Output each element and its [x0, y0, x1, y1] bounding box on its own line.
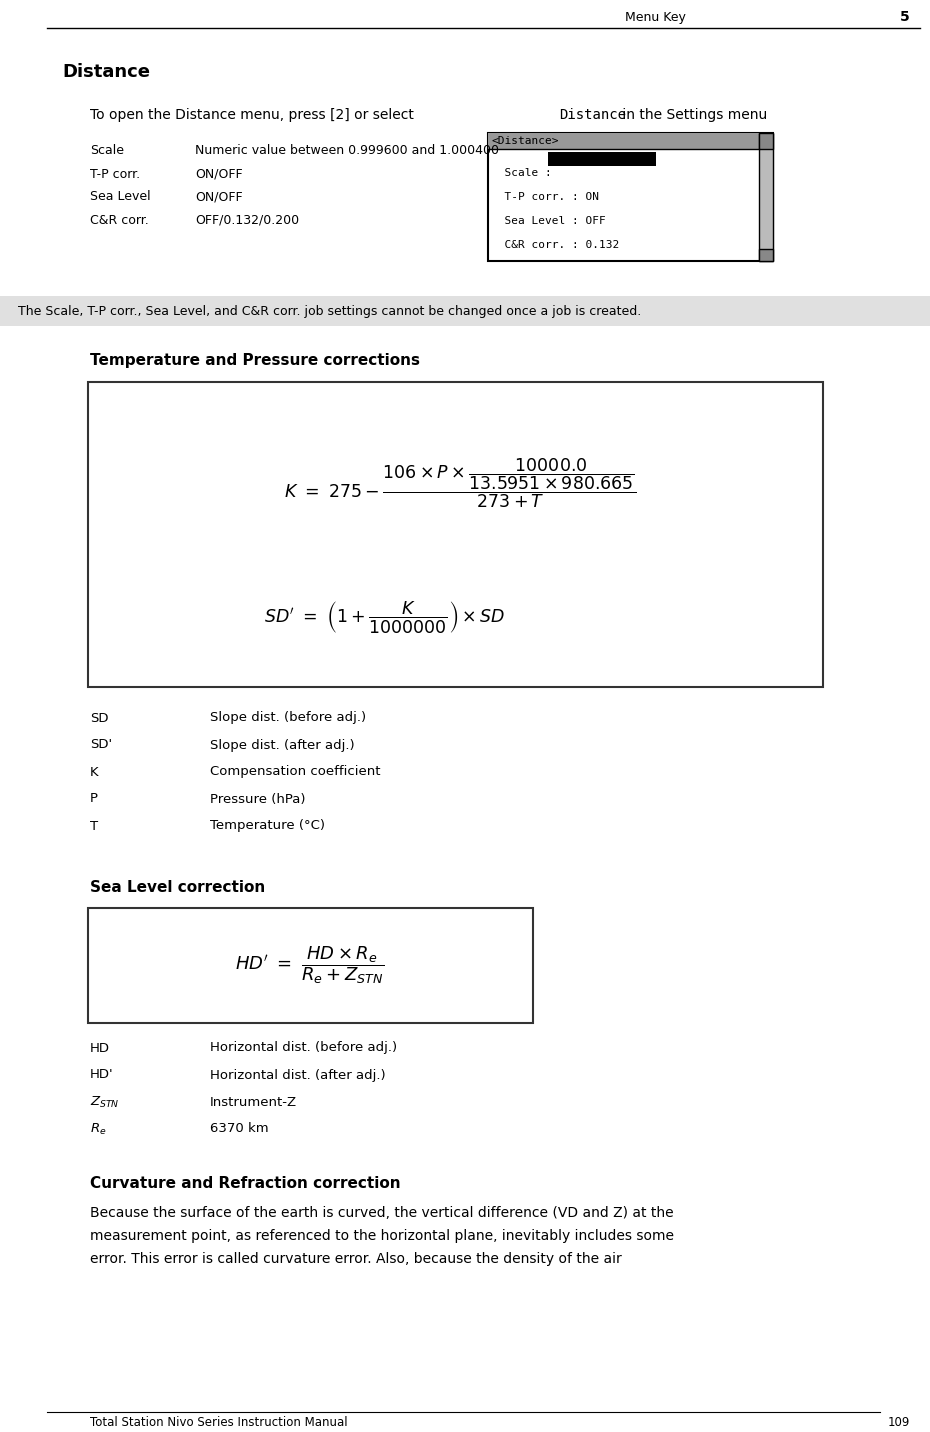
Text: Menu Key: Menu Key [625, 10, 685, 23]
Text: $HD'\ =\ \dfrac{HD \times R_e}{R_e + Z_{STN}}$: $HD'\ =\ \dfrac{HD \times R_e}{R_e + Z_{… [235, 944, 385, 985]
Text: Because the surface of the earth is curved, the vertical difference (VD and Z) a: Because the surface of the earth is curv… [90, 1206, 673, 1220]
Text: $SD'\ =\ \left(1 + \dfrac{K}{1000000}\right) \times SD$: $SD'\ =\ \left(1 + \dfrac{K}{1000000}\ri… [264, 599, 506, 634]
Text: Distance: Distance [62, 63, 150, 82]
Text: Numeric value between 0.999600 and 1.000400: Numeric value between 0.999600 and 1.000… [195, 145, 499, 158]
Text: T: T [90, 819, 99, 832]
Text: Sea Level: Sea Level [90, 190, 151, 203]
Text: SD: SD [90, 712, 109, 725]
Text: Horizontal dist. (after adj.): Horizontal dist. (after adj.) [210, 1068, 386, 1081]
Text: error. This error is called curvature error. Also, because the density of the ai: error. This error is called curvature er… [90, 1252, 622, 1266]
Text: in the Settings menu: in the Settings menu [618, 107, 767, 122]
Text: Total Station Nivo Series Instruction Manual: Total Station Nivo Series Instruction Ma… [90, 1415, 348, 1429]
Text: HD: HD [90, 1041, 110, 1054]
Text: C&R corr.: C&R corr. [90, 213, 149, 226]
Bar [88, 382, 823, 687]
Text: <Distance>: <Distance> [491, 136, 559, 146]
Text: $R_e$: $R_e$ [90, 1121, 107, 1137]
Text: ON/OFF: ON/OFF [195, 168, 243, 180]
Text: Sea Level : OFF: Sea Level : OFF [491, 216, 605, 226]
Text: Scale :: Scale : [491, 168, 559, 178]
Text: 1.000000: 1.000000 [552, 168, 606, 178]
Text: $K\ =\ 275 - \dfrac{106 \times P \times \dfrac{10000.0}{13.5951 \times 980.665}}: $K\ =\ 275 - \dfrac{106 \times P \times … [284, 455, 636, 510]
Bar [759, 249, 773, 261]
Text: 5: 5 [900, 10, 910, 24]
Text: Temperature and Pressure corrections: Temperature and Pressure corrections [90, 352, 420, 368]
Text: Curvature and Refraction correction: Curvature and Refraction correction [90, 1176, 401, 1190]
Bar [488, 133, 773, 261]
Text: HD': HD' [90, 1068, 113, 1081]
Text: Slope dist. (after adj.): Slope dist. (after adj.) [210, 739, 354, 752]
Text: Scale: Scale [90, 145, 124, 158]
Text: The Scale, T-P corr., Sea Level, and C&R corr. job settings cannot be changed on: The Scale, T-P corr., Sea Level, and C&R… [18, 305, 642, 318]
Text: K: K [90, 766, 99, 779]
Text: Distance: Distance [559, 107, 626, 122]
Text: Compensation coefficient: Compensation coefficient [210, 766, 380, 779]
Text: Temperature (°C): Temperature (°C) [210, 819, 325, 832]
Text: Instrument-Z: Instrument-Z [210, 1095, 297, 1108]
Text: Horizontal dist. (before adj.): Horizontal dist. (before adj.) [210, 1041, 397, 1054]
Bar [548, 152, 656, 166]
Text: C&R corr. : 0.132: C&R corr. : 0.132 [491, 241, 619, 251]
Text: T-P corr.: T-P corr. [90, 168, 140, 180]
Text: To open the Distance menu, press [2] or select: To open the Distance menu, press [2] or … [90, 107, 418, 122]
Text: P: P [90, 792, 98, 805]
Text: Pressure (hPa): Pressure (hPa) [210, 792, 305, 805]
Text: OFF/0.132/0.200: OFF/0.132/0.200 [195, 213, 299, 226]
Text: Sea Level correction: Sea Level correction [90, 881, 265, 895]
Bar [488, 133, 759, 149]
Text: 6370 km: 6370 km [210, 1123, 269, 1136]
Bar [88, 908, 533, 1022]
Text: T-P corr. : ON: T-P corr. : ON [491, 192, 599, 202]
Bar [759, 133, 773, 261]
Bar [0, 296, 930, 326]
Text: ON/OFF: ON/OFF [195, 190, 243, 203]
Bar [759, 133, 773, 149]
Text: 109: 109 [887, 1415, 910, 1429]
Text: measurement point, as referenced to the horizontal plane, inevitably includes so: measurement point, as referenced to the … [90, 1229, 674, 1243]
Text: $Z_{STN}$: $Z_{STN}$ [90, 1094, 120, 1110]
Text: SD': SD' [90, 739, 113, 752]
Text: Slope dist. (before adj.): Slope dist. (before adj.) [210, 712, 366, 725]
